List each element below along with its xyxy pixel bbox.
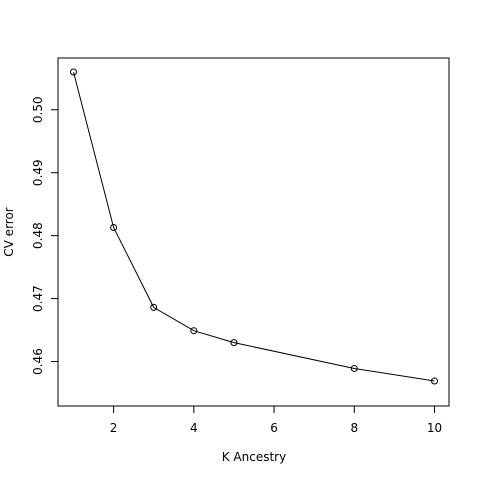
x-tick-label: 8 bbox=[350, 421, 358, 435]
y-tick-label: 0.50 bbox=[31, 96, 45, 123]
y-axis: 0.46 0.47 0.48 0.49 0.50 bbox=[31, 96, 59, 375]
y-tick-label: 0.48 bbox=[31, 222, 45, 249]
data-point bbox=[190, 327, 198, 335]
data-point bbox=[230, 339, 238, 347]
x-tick-label: 6 bbox=[270, 421, 278, 435]
y-tick-label: 0.46 bbox=[31, 348, 45, 375]
data-point bbox=[70, 68, 77, 76]
y-axis-label: CV error bbox=[2, 207, 16, 257]
y-tick-label: 0.49 bbox=[31, 159, 45, 186]
y-tick-label: 0.47 bbox=[31, 285, 45, 312]
data-point bbox=[150, 303, 158, 311]
x-axis-label: K Ancestry bbox=[222, 450, 286, 464]
x-tick-label: 10 bbox=[427, 421, 442, 435]
data-point bbox=[110, 223, 118, 231]
data-point bbox=[350, 364, 358, 372]
data-point bbox=[431, 377, 438, 385]
series-line bbox=[73, 71, 435, 382]
x-tick-label: 2 bbox=[110, 421, 118, 435]
x-tick-label: 4 bbox=[190, 421, 198, 435]
x-axis: 2 4 6 8 10 bbox=[110, 405, 442, 435]
data-points bbox=[70, 68, 438, 385]
plot-frame bbox=[57, 57, 450, 407]
